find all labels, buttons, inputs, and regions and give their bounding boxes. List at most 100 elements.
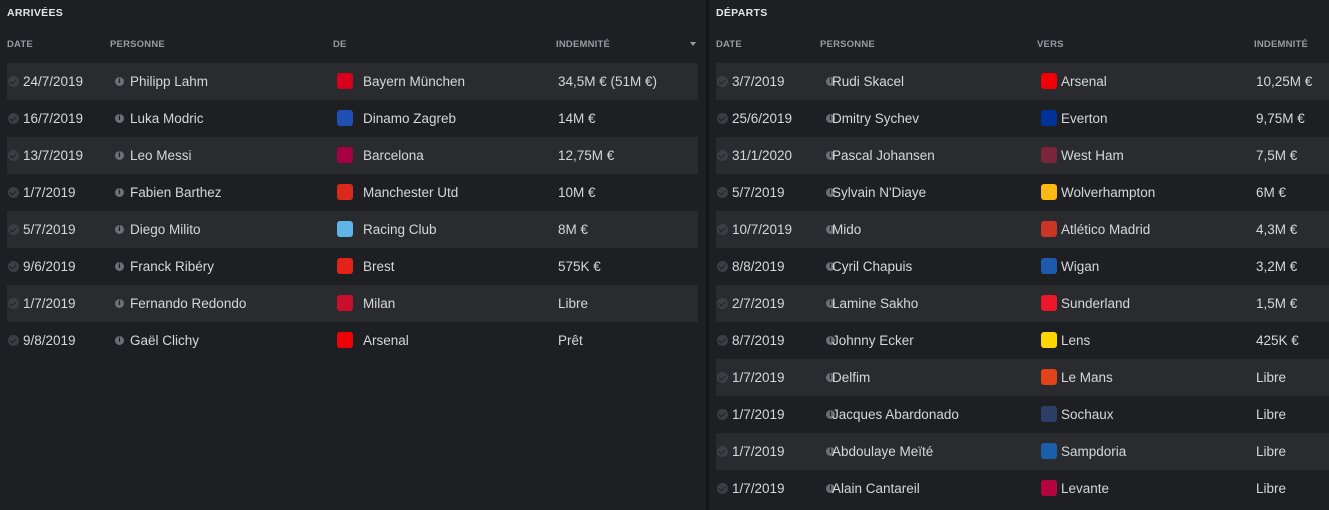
player-name[interactable]: Johnny Ecker xyxy=(832,333,914,348)
player-name[interactable]: Luka Modric xyxy=(130,111,204,126)
table-row[interactable]: 2/7/2019 i Lamine Sakho Sunderland 1,5M € xyxy=(716,285,1329,322)
player-name[interactable]: Fabien Barthez xyxy=(130,185,222,200)
club-name[interactable]: Levante xyxy=(1061,481,1110,496)
departures-title: DÉPARTS xyxy=(716,7,768,19)
table-row[interactable]: 1/7/2019 i Abdoulaye Meïté Sampdoria Libre xyxy=(716,433,1329,470)
info-icon[interactable]: i xyxy=(115,336,124,345)
player-name[interactable]: Pascal Johansen xyxy=(832,148,935,163)
info-icon[interactable]: i xyxy=(115,114,124,123)
departures-header-row: DATE PERSONNE VERS INDEMNITÉ xyxy=(709,39,1329,53)
check-circle-icon xyxy=(717,113,728,124)
sochaux-crest-icon xyxy=(1041,406,1057,422)
player-name[interactable]: Delfim xyxy=(832,370,871,385)
info-icon[interactable]: i xyxy=(115,151,124,160)
table-row[interactable]: 13/7/2019 i Leo Messi Barcelona 12,75M € xyxy=(7,137,698,174)
player-name[interactable]: Cyril Chapuis xyxy=(832,259,913,274)
info-icon[interactable]: i xyxy=(826,77,835,86)
departures-header-fee[interactable]: INDEMNITÉ xyxy=(1254,39,1309,50)
club-name[interactable]: Brest xyxy=(363,259,395,274)
table-row[interactable]: 25/6/2019 i Dmitry Sychev Everton 9,75M € xyxy=(716,100,1329,137)
player-name[interactable]: Lamine Sakho xyxy=(832,296,919,311)
club-name[interactable]: Sunderland xyxy=(1061,296,1131,311)
club-name[interactable]: Wolverhampton xyxy=(1061,185,1156,200)
table-row[interactable]: 9/8/2019 i Gaël Clichy Arsenal Prêt xyxy=(7,322,698,359)
table-row[interactable]: 1/7/2019 i Jacques Abardonado Sochaux Libre xyxy=(716,396,1329,433)
departures-header-date[interactable]: DATE xyxy=(716,39,742,50)
info-icon[interactable]: i xyxy=(826,225,835,234)
player-name[interactable]: Abdoulaye Meïté xyxy=(832,444,934,459)
transfer-date: 9/6/2019 xyxy=(23,259,76,274)
arrivals-header-from[interactable]: DE xyxy=(333,39,347,50)
table-row[interactable]: 10/7/2019 i Mido Atlético Madrid 4,3M € xyxy=(716,211,1329,248)
table-row[interactable]: 8/8/2019 i Cyril Chapuis Wigan 3,2M € xyxy=(716,248,1329,285)
info-icon[interactable]: i xyxy=(826,262,835,271)
club-name[interactable]: Le Mans xyxy=(1061,370,1113,385)
table-row[interactable]: 8/7/2019 i Johnny Ecker Lens 425K € xyxy=(716,322,1329,359)
club-name[interactable]: Sampdoria xyxy=(1061,444,1127,459)
player-name[interactable]: Mido xyxy=(832,222,862,237)
table-row[interactable]: 5/7/2019 i Diego Milito Racing Club 8M € xyxy=(7,211,698,248)
info-icon[interactable]: i xyxy=(826,447,835,456)
player-name[interactable]: Jacques Abardonado xyxy=(832,407,959,422)
club-name[interactable]: Sochaux xyxy=(1061,407,1114,422)
table-row[interactable]: 3/7/2019 i Rudi Skacel Arsenal 10,25M € xyxy=(716,63,1329,100)
player-name[interactable]: Leo Messi xyxy=(130,148,192,163)
info-icon[interactable]: i xyxy=(826,410,835,419)
club-name[interactable]: Arsenal xyxy=(1061,74,1107,89)
wigan-crest-icon xyxy=(1041,258,1057,274)
table-row[interactable]: 5/7/2019 i Sylvain N'Diaye Wolverhampton 6M … xyxy=(716,174,1329,211)
club-name[interactable]: Manchester Utd xyxy=(363,185,459,200)
departures-header-to[interactable]: VERS xyxy=(1037,39,1064,50)
transfer-date: 1/7/2019 xyxy=(732,370,785,385)
table-row[interactable]: 1/7/2019 i Alain Cantareil Levante Libre xyxy=(716,470,1329,507)
club-name[interactable]: Racing Club xyxy=(363,222,437,237)
info-icon[interactable]: i xyxy=(826,336,835,345)
club-name[interactable]: Barcelona xyxy=(363,148,424,163)
info-icon[interactable]: i xyxy=(826,188,835,197)
info-icon[interactable]: i xyxy=(826,299,835,308)
club-name[interactable]: Bayern München xyxy=(363,74,466,89)
info-icon[interactable]: i xyxy=(115,77,124,86)
info-icon[interactable]: i xyxy=(115,225,124,234)
player-name[interactable]: Dmitry Sychev xyxy=(832,111,920,126)
table-row[interactable]: 1/7/2019 i Fernando Redondo Milan Libre xyxy=(7,285,698,322)
player-name[interactable]: Alain Cantareil xyxy=(832,481,920,496)
arrivals-header-fee[interactable]: INDEMNITÉ xyxy=(556,39,611,50)
arrivals-header-date[interactable]: DATE xyxy=(7,39,33,50)
player-name[interactable]: Diego Milito xyxy=(130,222,201,237)
table-row[interactable]: 9/6/2019 i Franck Ribéry Brest 575K € xyxy=(7,248,698,285)
club-name[interactable]: Atlético Madrid xyxy=(1061,222,1151,237)
player-name[interactable]: Fernando Redondo xyxy=(130,296,247,311)
player-name[interactable]: Gaël Clichy xyxy=(130,333,200,348)
table-row[interactable]: 31/1/2020 i Pascal Johansen West Ham 7,5M € xyxy=(716,137,1329,174)
info-icon[interactable]: i xyxy=(115,188,124,197)
check-circle-icon xyxy=(717,335,728,346)
club-name[interactable]: Everton xyxy=(1061,111,1108,126)
info-icon[interactable]: i xyxy=(826,373,835,382)
table-row[interactable]: 16/7/2019 i Luka Modric Dinamo Zagreb 14M € xyxy=(7,100,698,137)
departures-header-person[interactable]: PERSONNE xyxy=(820,39,875,50)
info-icon[interactable]: i xyxy=(826,114,835,123)
arrivals-header-person[interactable]: PERSONNE xyxy=(110,39,165,50)
club-name[interactable]: Arsenal xyxy=(363,333,409,348)
club-name[interactable]: Milan xyxy=(363,296,396,311)
info-icon[interactable]: i xyxy=(115,299,124,308)
club-name[interactable]: Lens xyxy=(1061,333,1091,348)
info-icon[interactable]: i xyxy=(826,484,835,493)
info-icon[interactable]: i xyxy=(826,151,835,160)
table-row[interactable]: 1/7/2019 i Fabien Barthez Manchester Utd 10M… xyxy=(7,174,698,211)
player-name[interactable]: Franck Ribéry xyxy=(130,259,215,274)
table-row[interactable]: 1/7/2019 i Delfim Le Mans Libre xyxy=(716,359,1329,396)
transfer-fee: 34,5M € (51M €) xyxy=(558,74,658,89)
club-name[interactable]: Dinamo Zagreb xyxy=(363,111,457,126)
sort-descending-icon[interactable] xyxy=(690,42,696,46)
club-name[interactable]: Wigan xyxy=(1061,259,1100,274)
arrivals-panel: ARRIVÉES DATE PERSONNE DE INDEMNITÉ 24/7… xyxy=(0,0,706,510)
player-name[interactable]: Sylvain N'Diaye xyxy=(832,185,927,200)
player-name[interactable]: Philipp Lahm xyxy=(130,74,209,89)
player-name[interactable]: Rudi Skacel xyxy=(832,74,905,89)
table-row[interactable]: 24/7/2019 i Philipp Lahm Bayern München 34,5… xyxy=(7,63,698,100)
club-name[interactable]: West Ham xyxy=(1061,148,1124,163)
info-icon[interactable]: i xyxy=(115,262,124,271)
transfer-fee: 8M € xyxy=(558,222,589,237)
